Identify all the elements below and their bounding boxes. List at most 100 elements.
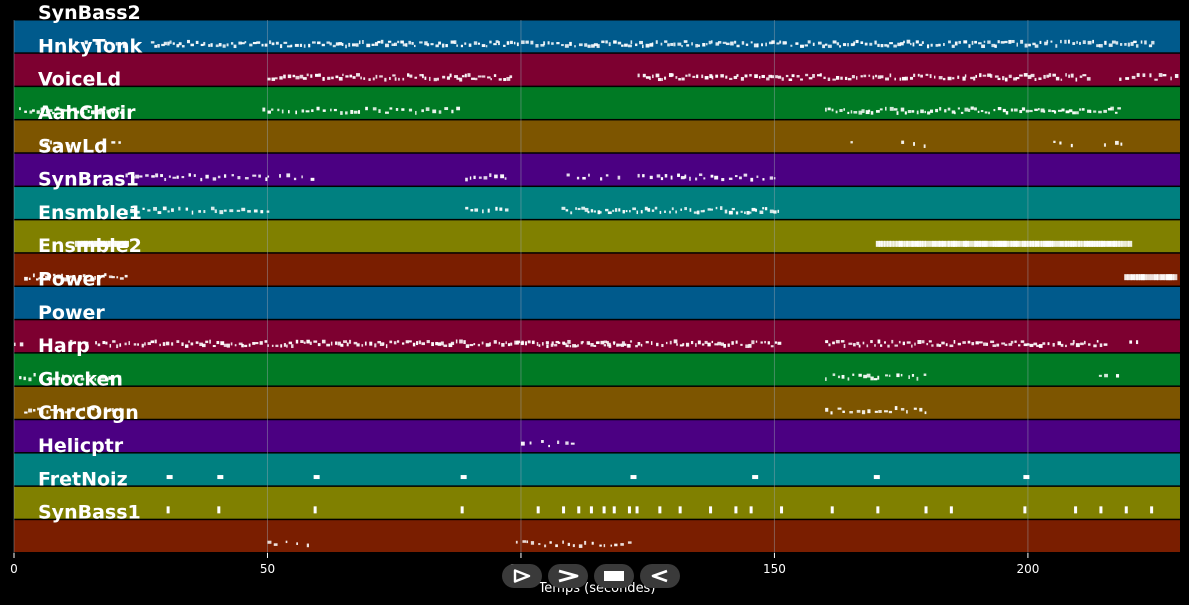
note xyxy=(372,77,375,81)
note xyxy=(1072,339,1075,344)
note xyxy=(223,174,227,178)
note xyxy=(521,40,525,45)
note xyxy=(1038,108,1040,111)
note xyxy=(82,407,86,411)
note xyxy=(402,77,405,81)
note xyxy=(459,339,463,344)
note xyxy=(596,44,600,48)
note xyxy=(872,75,875,80)
note xyxy=(1157,274,1162,281)
note xyxy=(847,377,850,381)
note xyxy=(66,275,71,280)
note xyxy=(72,107,77,112)
note xyxy=(588,173,590,177)
note xyxy=(938,240,943,247)
note xyxy=(600,177,603,181)
note xyxy=(338,42,342,46)
note xyxy=(788,78,793,82)
note xyxy=(24,110,27,113)
note xyxy=(1081,240,1086,247)
note xyxy=(861,410,866,415)
chevron-right-icon xyxy=(558,569,579,583)
note xyxy=(701,343,705,346)
note xyxy=(708,40,712,45)
play-outline-icon xyxy=(513,569,531,583)
note xyxy=(906,410,908,414)
note xyxy=(931,344,934,347)
note xyxy=(992,344,997,347)
note xyxy=(566,173,570,177)
note xyxy=(384,77,387,82)
note xyxy=(95,111,99,115)
note xyxy=(944,109,947,113)
note xyxy=(651,209,655,212)
stop-button[interactable] xyxy=(594,564,634,588)
note xyxy=(157,44,160,48)
note xyxy=(205,340,209,344)
note xyxy=(695,177,698,181)
note xyxy=(467,73,471,77)
note xyxy=(326,41,330,44)
note xyxy=(676,343,678,346)
note xyxy=(1020,340,1025,343)
note xyxy=(78,342,81,345)
note xyxy=(303,44,306,48)
note xyxy=(465,206,469,210)
note xyxy=(938,43,941,47)
note xyxy=(421,342,425,346)
note xyxy=(1038,77,1042,80)
note xyxy=(190,342,194,346)
note xyxy=(734,40,737,44)
note xyxy=(509,40,513,45)
track-label: Power xyxy=(38,302,105,324)
note xyxy=(756,43,759,48)
rewind-button[interactable] xyxy=(640,564,680,588)
note xyxy=(421,109,424,113)
note xyxy=(680,208,683,211)
note xyxy=(776,42,780,45)
note xyxy=(310,74,313,78)
note xyxy=(877,339,881,344)
note xyxy=(345,111,348,115)
percussion-hit xyxy=(658,506,662,514)
note xyxy=(644,206,648,211)
note xyxy=(1030,73,1035,78)
note xyxy=(630,40,633,44)
note xyxy=(636,210,639,215)
note xyxy=(506,41,510,45)
note xyxy=(607,342,611,347)
note xyxy=(727,343,730,347)
note xyxy=(1027,75,1032,79)
play-button[interactable] xyxy=(502,564,542,588)
note xyxy=(706,43,708,46)
note xyxy=(1070,240,1075,247)
note xyxy=(460,44,464,48)
note xyxy=(915,40,919,44)
note xyxy=(495,206,498,211)
note xyxy=(543,41,546,46)
note xyxy=(238,41,242,45)
note xyxy=(1028,43,1031,47)
note xyxy=(698,173,703,177)
note xyxy=(337,341,341,346)
note xyxy=(63,277,68,282)
note xyxy=(906,240,911,247)
note xyxy=(85,275,89,278)
note xyxy=(389,107,393,110)
note xyxy=(368,78,371,81)
note xyxy=(244,41,247,44)
note xyxy=(81,240,86,247)
note xyxy=(577,207,581,211)
note xyxy=(919,407,923,412)
note xyxy=(749,74,752,77)
note xyxy=(100,376,105,379)
note xyxy=(575,207,577,210)
note xyxy=(880,344,883,347)
forward-button[interactable] xyxy=(548,564,588,588)
note xyxy=(751,340,755,345)
note xyxy=(41,273,45,277)
note xyxy=(540,44,545,47)
note xyxy=(952,240,957,247)
note xyxy=(450,341,455,345)
note xyxy=(185,207,189,211)
